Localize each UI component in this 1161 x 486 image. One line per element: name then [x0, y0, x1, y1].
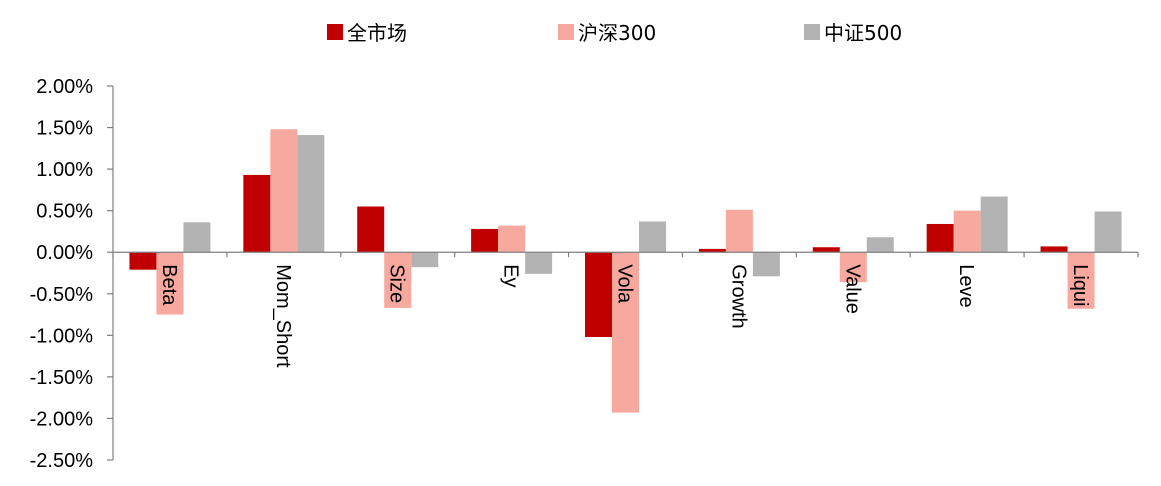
legend-swatch	[558, 24, 574, 40]
y-tick-label: 1.00%	[36, 159, 93, 181]
x-axis	[112, 251, 1139, 258]
category-label-mom_short: Mom_Short	[272, 264, 294, 368]
legend-item-all-market: 全市场	[327, 21, 407, 45]
bar-value-series-2	[866, 237, 894, 253]
bar-size-series-1	[384, 252, 412, 308]
bar-growth-series-2	[752, 252, 780, 277]
bar-beta-series-1	[156, 252, 184, 315]
bar-mom_short-series-0	[243, 174, 271, 253]
bar-mom_short-series-1	[270, 129, 298, 253]
y-tick-label: -2.00%	[30, 408, 94, 430]
bar-beta-series-0	[129, 252, 157, 270]
y-tick-label: 1.50%	[36, 118, 93, 140]
bar-liqui-series-1	[1067, 252, 1095, 309]
legend-item-zz500: 中证500	[804, 21, 902, 45]
legend-label: 沪深300	[578, 21, 656, 45]
category-label-leve: Leve	[955, 264, 977, 307]
legend-label: 全市场	[347, 21, 407, 45]
bar-value-series-1	[839, 252, 867, 283]
legend-swatch	[804, 24, 820, 40]
bars	[129, 129, 1122, 413]
y-tick-label: -0.50%	[30, 284, 94, 306]
category-label-value: Value	[841, 264, 863, 314]
category-labels: Beta Mom_Short Size Ey Vola Growth Value Leve Li…	[158, 264, 1091, 368]
category-label-beta: Beta	[158, 264, 180, 306]
bar-leve-series-0	[926, 223, 954, 253]
y-axis: 2.00% 1.50% 1.00% 0.50% 0.00% -0.50% -1.00% -1.…	[30, 76, 114, 472]
bar-ey-series-2	[525, 252, 553, 274]
bar-mom_short-series-2	[297, 135, 325, 253]
y-tick-label: -1.00%	[30, 325, 94, 347]
category-label-growth: Growth	[727, 264, 749, 328]
legend: 全市场 沪深300 中证500	[327, 21, 902, 45]
legend-swatch	[327, 24, 343, 40]
bar-value-series-0	[812, 247, 840, 253]
legend-label: 中证500	[824, 21, 902, 45]
y-tick-label: -2.50%	[30, 450, 94, 472]
bar-growth-series-0	[698, 248, 726, 253]
bar-leve-series-1	[953, 210, 981, 253]
bar-leve-series-2	[980, 196, 1008, 253]
bar-ey-series-1	[498, 225, 526, 253]
legend-item-hs300: 沪深300	[558, 21, 656, 45]
bar-beta-series-2	[183, 222, 211, 253]
category-label-vola: Vola	[614, 264, 636, 304]
y-tick-label: 0.50%	[36, 201, 93, 223]
bar-size-series-2	[411, 252, 439, 268]
bar-ey-series-0	[471, 228, 499, 253]
category-label-size: Size	[386, 264, 408, 303]
bar-vola-series-2	[639, 221, 666, 253]
y-tick-label: 0.00%	[36, 242, 93, 264]
bar-vola-series-1	[612, 252, 639, 413]
y-tick-label: -1.50%	[30, 367, 94, 389]
bar-growth-series-1	[725, 209, 753, 253]
bar-vola-series-0	[585, 252, 612, 337]
category-label-ey: Ey	[500, 264, 522, 287]
bar-size-series-0	[357, 206, 385, 253]
category-label-liqui: Liqui	[1069, 264, 1091, 306]
bar-liqui-series-2	[1094, 211, 1122, 253]
bar-liqui-series-0	[1040, 246, 1068, 253]
y-tick-label: 2.00%	[36, 76, 93, 98]
